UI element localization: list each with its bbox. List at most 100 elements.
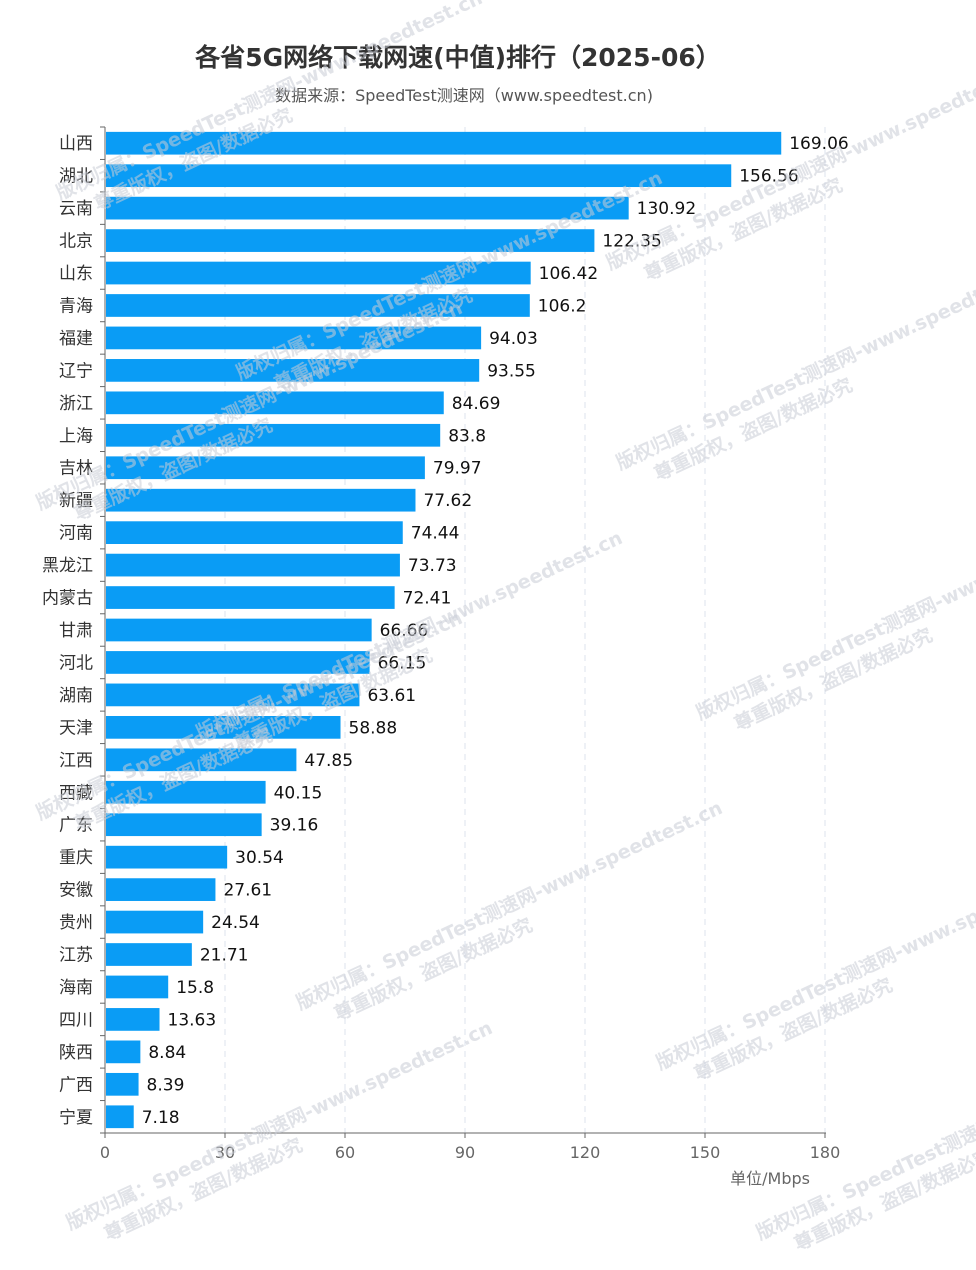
chart-title: 各省5G网络下载网速(中值)排行（2025-06）	[194, 43, 721, 72]
chart-subtitle: 数据来源：SpeedTest测速网（www.speedtest.cn)	[275, 86, 653, 105]
category-label: 湖南	[59, 686, 93, 706]
axes	[100, 126, 826, 1138]
category-label: 天津	[59, 718, 93, 738]
value-label: 7.18	[142, 1108, 180, 1128]
bar	[106, 131, 782, 155]
bar	[106, 586, 395, 609]
watermark-text: 版权归属：SpeedTest测速网-www.speedtest.cn尊重版权，盗…	[612, 256, 976, 485]
category-label: 北京	[59, 232, 93, 252]
watermark-line-1: 版权归属：SpeedTest测速网-www.speedtest.cn	[692, 506, 976, 724]
category-label: 重庆	[59, 848, 93, 868]
x-tick-label: 30	[215, 1143, 235, 1162]
category-label: 河北	[59, 653, 93, 673]
value-label: 47.85	[304, 751, 353, 771]
bar	[106, 359, 480, 382]
value-label: 66.66	[380, 621, 429, 641]
watermark-text: 版权归属：SpeedTest测速网-www.speedtest.cn尊重版权，盗…	[692, 506, 976, 735]
bar	[106, 715, 341, 739]
bar	[106, 780, 266, 804]
value-label: 15.8	[176, 978, 214, 998]
bar	[106, 391, 444, 415]
value-label: 39.16	[270, 816, 319, 836]
category-label: 山西	[59, 134, 93, 154]
x-tick-label: 120	[570, 1143, 601, 1162]
value-label: 79.97	[433, 459, 482, 479]
watermark-text: 版权归属：SpeedTest测速网-www.speedtest.cn尊重版权，盗…	[652, 856, 976, 1085]
value-label: 63.61	[367, 686, 416, 706]
watermark-line-1: 版权归属：SpeedTest测速网-www.speedtest.cn	[612, 256, 976, 474]
bars	[106, 131, 782, 1129]
bar	[106, 229, 595, 252]
bar	[106, 423, 441, 447]
value-label: 106.2	[538, 296, 587, 316]
bar	[106, 1105, 134, 1129]
category-label: 上海	[59, 426, 93, 446]
x-tick-label: 0	[100, 1143, 110, 1162]
category-label: 浙江	[59, 394, 93, 414]
value-label: 130.92	[637, 199, 696, 219]
value-label: 27.61	[223, 881, 272, 901]
bar	[106, 683, 360, 707]
value-label: 122.35	[602, 232, 661, 252]
bar	[106, 618, 372, 642]
bar	[106, 488, 416, 512]
value-label: 8.39	[147, 1075, 185, 1095]
watermark-text: 版权归属：SpeedTest测速网-www.speedtest.cn尊重版权，盗…	[292, 796, 725, 1025]
category-label: 广西	[59, 1075, 93, 1095]
bar	[106, 456, 425, 480]
value-label: 106.42	[539, 264, 598, 284]
bar	[106, 845, 228, 869]
category-label: 西藏	[59, 783, 93, 803]
value-label: 58.88	[349, 718, 398, 738]
category-label: 甘肃	[59, 621, 93, 641]
value-label: 169.06	[789, 134, 848, 154]
watermark-text: 版权归属：SpeedTest测速网-www.speedtest.cn尊重版权，盗…	[752, 1026, 976, 1255]
category-label: 安徽	[59, 881, 93, 901]
category-label: 辽宁	[59, 361, 93, 381]
value-label: 156.56	[739, 167, 798, 187]
category-label: 黑龙江	[42, 556, 93, 576]
bar	[106, 1072, 139, 1096]
category-label: 福建	[59, 329, 93, 349]
labels: 0 30 60 90 120 150 180 山西 169.06 湖北 156.56 云南 130.92…	[42, 134, 849, 1162]
value-label: 72.41	[403, 589, 452, 609]
bar	[106, 878, 216, 901]
value-label: 40.15	[274, 783, 323, 803]
value-label: 21.71	[200, 946, 249, 966]
bar	[106, 910, 204, 934]
bar	[106, 261, 531, 285]
category-label: 湖北	[59, 167, 93, 187]
value-label: 84.69	[452, 394, 501, 414]
value-label: 94.03	[489, 329, 538, 349]
value-label: 24.54	[211, 913, 260, 933]
category-label: 新疆	[59, 491, 93, 511]
bar	[106, 1040, 141, 1064]
category-label: 陕西	[59, 1043, 93, 1063]
unit-label: 单位/Mbps	[730, 1169, 810, 1188]
value-label: 13.63	[168, 1010, 217, 1030]
category-label: 江苏	[59, 946, 93, 966]
bar	[106, 943, 192, 966]
value-label: 77.62	[423, 491, 472, 511]
x-tick-label: 150	[690, 1143, 721, 1162]
bar	[106, 164, 732, 188]
value-label: 83.8	[448, 426, 486, 446]
category-label: 四川	[59, 1010, 93, 1030]
watermark-text: 版权归属：SpeedTest测速网-www.speedtest.cn尊重版权，盗…	[52, 0, 485, 215]
category-label: 宁夏	[59, 1108, 93, 1128]
value-label: 66.15	[378, 653, 427, 673]
value-label: 73.73	[408, 556, 457, 576]
bar	[106, 975, 169, 999]
bar	[106, 651, 370, 674]
category-label: 青海	[59, 296, 93, 316]
category-label: 广东	[59, 816, 93, 836]
x-tick-label: 60	[335, 1143, 355, 1162]
bar	[106, 748, 297, 772]
x-tick-label: 90	[455, 1143, 475, 1162]
category-label: 内蒙古	[42, 589, 93, 609]
category-label: 山东	[59, 264, 93, 284]
bar	[106, 813, 262, 837]
bar	[106, 196, 629, 220]
category-label: 云南	[59, 199, 93, 219]
